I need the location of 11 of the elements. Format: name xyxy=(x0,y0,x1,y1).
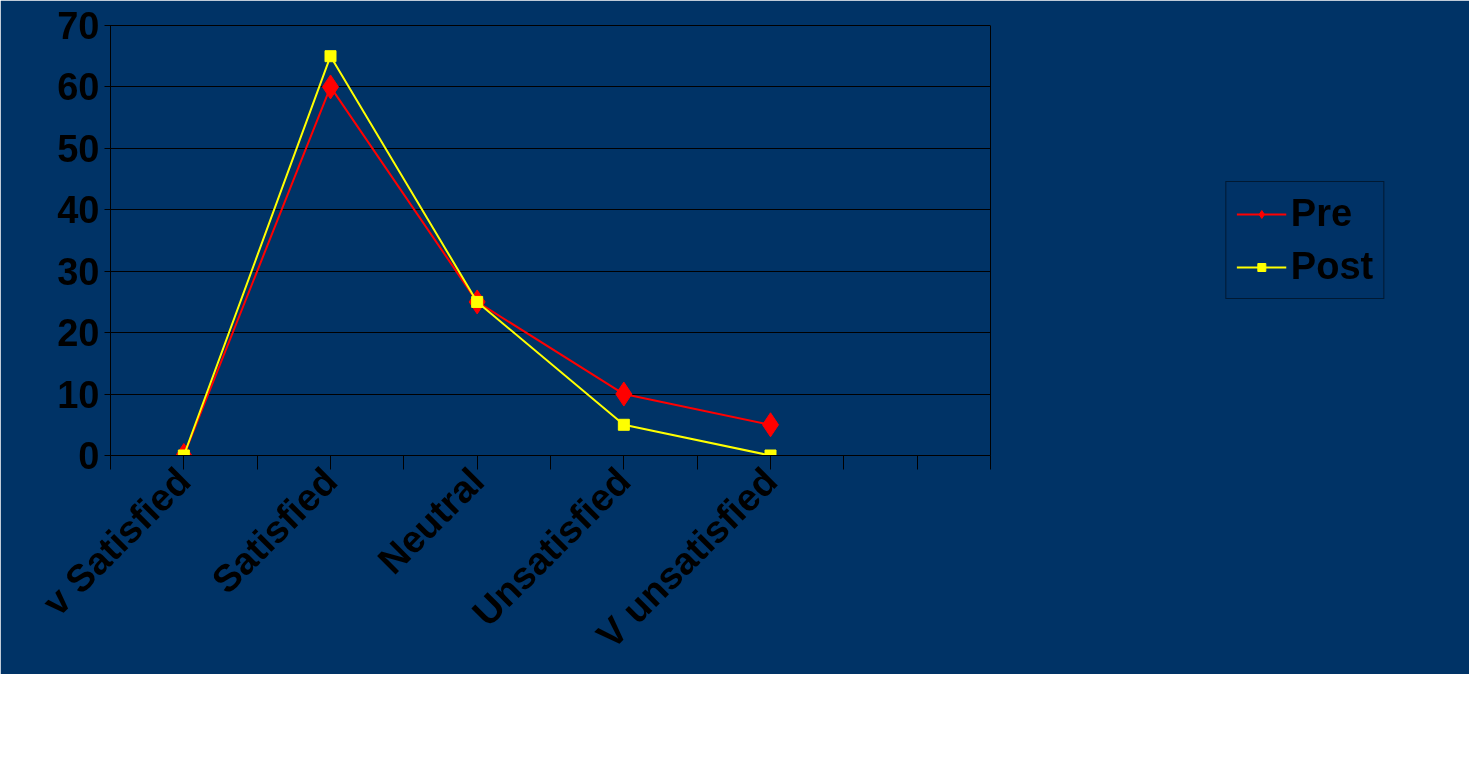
legend-label: Pre xyxy=(1290,192,1353,235)
y-tick-label: 60 xyxy=(57,66,100,109)
y-tick-label: 70 xyxy=(57,5,100,47)
point xyxy=(617,418,630,431)
point xyxy=(324,50,337,63)
y-tick-label: 10 xyxy=(57,373,100,416)
y-tick-label: 40 xyxy=(57,189,100,232)
legend-label: Post xyxy=(1290,245,1374,288)
y-tick-label: 30 xyxy=(57,250,100,293)
y-tick-label: 20 xyxy=(57,312,100,355)
y-tick-label: 50 xyxy=(57,127,100,170)
